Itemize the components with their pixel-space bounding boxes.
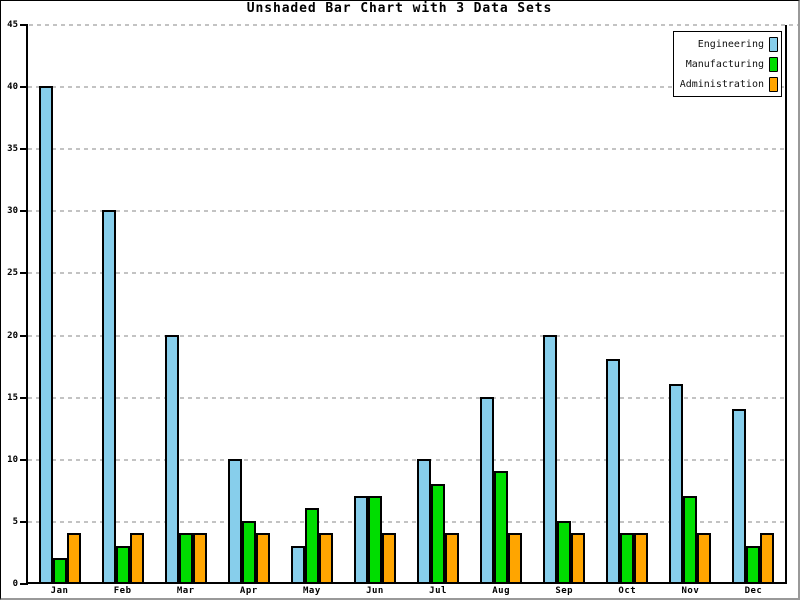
bar-engineering-jul bbox=[417, 458, 432, 584]
bar-engineering-dec bbox=[732, 409, 747, 584]
gridline bbox=[28, 86, 785, 89]
y-tick bbox=[20, 334, 28, 337]
bar-administration-jan bbox=[66, 533, 81, 584]
bar-manufacturing-feb bbox=[115, 545, 130, 584]
bar-manufacturing-oct bbox=[620, 533, 635, 584]
legend-swatch bbox=[769, 56, 778, 72]
bar-engineering-mar bbox=[164, 334, 179, 584]
bar-administration-feb bbox=[129, 533, 144, 584]
chart-title: Unshaded Bar Chart with 3 Data Sets bbox=[246, 1, 553, 16]
y-tick-label: 5 bbox=[12, 516, 18, 527]
bar-administration-may bbox=[318, 533, 333, 584]
bar-engineering-jun bbox=[353, 496, 368, 584]
x-category-label: Mar bbox=[176, 586, 195, 596]
bar-manufacturing-sep bbox=[557, 520, 572, 584]
gridline bbox=[28, 272, 785, 275]
bar-manufacturing-nov bbox=[683, 496, 698, 584]
bar-manufacturing-jul bbox=[431, 483, 446, 584]
legend-item: Manufacturing bbox=[676, 54, 778, 74]
bar-administration-aug bbox=[508, 533, 523, 584]
plot-right-border bbox=[785, 25, 787, 584]
legend-label: Engineering bbox=[697, 38, 764, 50]
legend-label: Administration bbox=[679, 78, 764, 90]
y-tick-label: 40 bbox=[7, 82, 18, 93]
bar-manufacturing-jun bbox=[367, 496, 382, 584]
gridline bbox=[28, 458, 785, 461]
gridline bbox=[28, 520, 785, 523]
bar-manufacturing-jan bbox=[52, 558, 67, 584]
gridline bbox=[21, 24, 798, 26]
bar-administration-apr bbox=[255, 533, 270, 584]
bar-manufacturing-mar bbox=[178, 533, 193, 584]
y-tick bbox=[20, 24, 28, 26]
y-tick bbox=[20, 148, 28, 151]
y-tick-label: 0 bbox=[12, 579, 18, 589]
bar-administration-jul bbox=[445, 533, 460, 584]
gridline bbox=[28, 334, 785, 337]
legend-item: Administration bbox=[676, 74, 778, 94]
x-category-label: Dec bbox=[744, 586, 763, 596]
x-category-label: Nov bbox=[681, 586, 700, 596]
y-tick-label: 20 bbox=[7, 330, 18, 341]
bar-engineering-may bbox=[290, 545, 305, 584]
x-category-label: Oct bbox=[618, 586, 637, 596]
x-category-label: Feb bbox=[113, 586, 132, 596]
bar-administration-jun bbox=[381, 533, 396, 584]
bar-engineering-aug bbox=[480, 396, 495, 584]
bar-engineering-sep bbox=[543, 334, 558, 584]
y-tick bbox=[20, 210, 28, 213]
y-tick-label: 45 bbox=[7, 20, 18, 30]
y-tick bbox=[20, 272, 28, 275]
gridline bbox=[28, 148, 785, 151]
x-category-label: May bbox=[302, 586, 321, 596]
bar-engineering-apr bbox=[227, 458, 242, 584]
legend-swatch bbox=[769, 76, 778, 92]
x-category-label: Apr bbox=[239, 586, 258, 596]
x-category-label: Aug bbox=[492, 586, 510, 596]
y-tick-label: 30 bbox=[7, 206, 18, 217]
bar-engineering-oct bbox=[606, 359, 621, 584]
bar-engineering-nov bbox=[669, 384, 684, 584]
bar-administration-sep bbox=[571, 533, 586, 584]
bar-administration-oct bbox=[634, 533, 649, 584]
bar-engineering-jan bbox=[38, 86, 53, 584]
x-axis bbox=[26, 582, 787, 584]
x-category-label: Jul bbox=[429, 586, 447, 596]
bar-manufacturing-may bbox=[304, 508, 319, 584]
y-tick-label: 25 bbox=[7, 268, 18, 279]
y-tick bbox=[20, 86, 28, 89]
y-tick bbox=[20, 396, 28, 399]
gridline bbox=[28, 210, 785, 213]
bar-administration-dec bbox=[760, 533, 775, 584]
gridline bbox=[28, 396, 785, 399]
y-tick bbox=[20, 520, 28, 523]
bar-manufacturing-aug bbox=[494, 471, 509, 584]
x-category-label: Jan bbox=[50, 586, 69, 596]
bar-administration-mar bbox=[192, 533, 207, 584]
y-tick bbox=[20, 583, 28, 585]
y-tick-label: 35 bbox=[7, 144, 18, 155]
bar-administration-nov bbox=[697, 533, 712, 584]
legend-item: Engineering bbox=[676, 34, 778, 54]
y-tick-label: 15 bbox=[7, 392, 18, 403]
bar-manufacturing-apr bbox=[241, 520, 256, 584]
legend-label: Manufacturing bbox=[685, 58, 764, 70]
legend: Engineering Manufacturing Administration bbox=[673, 31, 782, 97]
x-category-label: Sep bbox=[555, 586, 574, 596]
bar-manufacturing-dec bbox=[746, 545, 761, 584]
y-axis bbox=[26, 25, 28, 584]
x-category-label: Jun bbox=[366, 586, 384, 596]
y-tick-label: 10 bbox=[7, 454, 18, 465]
y-tick bbox=[20, 458, 28, 461]
bar-engineering-feb bbox=[101, 210, 116, 584]
legend-swatch bbox=[769, 36, 778, 52]
